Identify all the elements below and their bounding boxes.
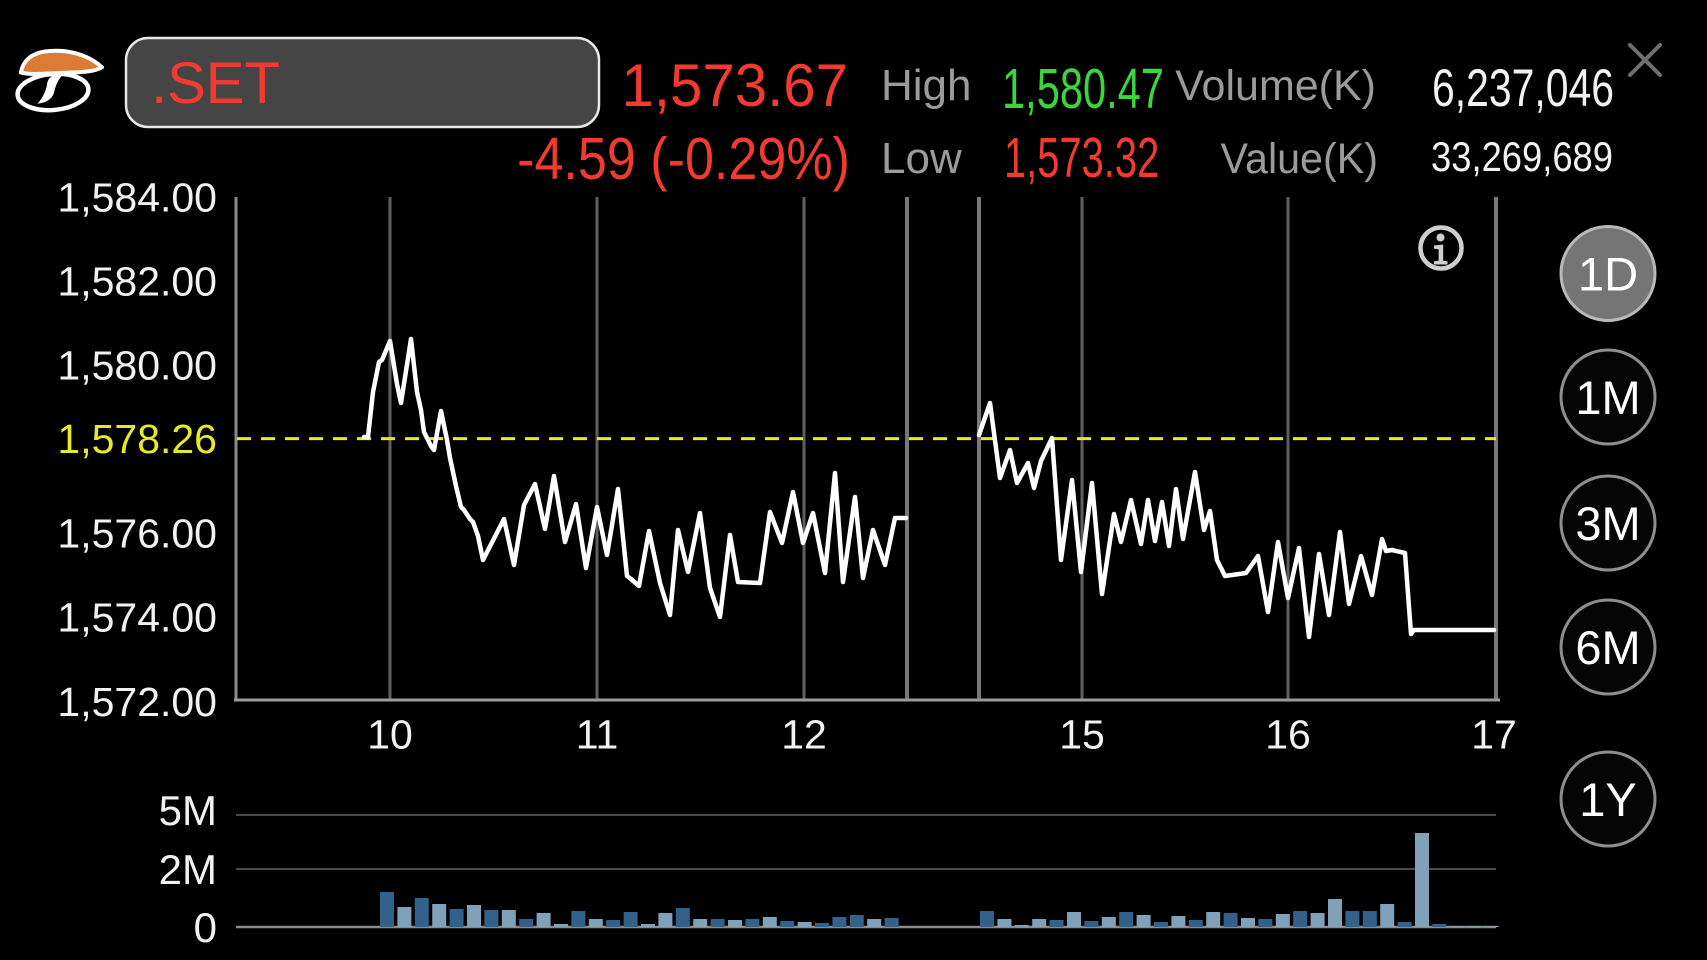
svg-text:1,580.47: 1,580.47 bbox=[1002, 57, 1164, 121]
svg-text:High: High bbox=[881, 61, 972, 110]
svg-text:15: 15 bbox=[1059, 712, 1105, 758]
svg-text:1,578.26: 1,578.26 bbox=[57, 416, 217, 462]
svg-text:10: 10 bbox=[367, 712, 413, 758]
svg-text:6M: 6M bbox=[1575, 621, 1640, 674]
svg-text:16: 16 bbox=[1265, 712, 1311, 758]
svg-text:17: 17 bbox=[1471, 712, 1517, 758]
svg-text:Volume(K): Volume(K) bbox=[1175, 62, 1376, 110]
svg-text:1,584.00: 1,584.00 bbox=[57, 175, 217, 221]
svg-text:0: 0 bbox=[194, 904, 217, 951]
svg-text:1Y: 1Y bbox=[1579, 773, 1637, 826]
svg-text:1,572.00: 1,572.00 bbox=[57, 679, 217, 725]
svg-text:-4.59 (-0.29%): -4.59 (-0.29%) bbox=[517, 126, 850, 192]
svg-text:Value(K): Value(K) bbox=[1221, 134, 1378, 182]
svg-text:1,576.00: 1,576.00 bbox=[57, 511, 217, 557]
svg-text:12: 12 bbox=[781, 712, 827, 758]
svg-text:1,580.00: 1,580.00 bbox=[57, 343, 217, 389]
svg-text:33,269,689: 33,269,689 bbox=[1431, 134, 1613, 181]
svg-text:Low: Low bbox=[881, 134, 962, 183]
svg-text:3M: 3M bbox=[1575, 497, 1640, 550]
svg-text:6,237,046: 6,237,046 bbox=[1432, 59, 1614, 118]
svg-text:1M: 1M bbox=[1575, 371, 1640, 424]
svg-text:1,582.00: 1,582.00 bbox=[57, 259, 217, 305]
svg-text:.SET: .SET bbox=[151, 51, 280, 116]
svg-text:1,573.32: 1,573.32 bbox=[1004, 126, 1159, 190]
svg-text:1D: 1D bbox=[1578, 248, 1638, 301]
svg-text:1,573.67: 1,573.67 bbox=[621, 51, 848, 119]
svg-text:11: 11 bbox=[576, 712, 619, 758]
svg-text:2M: 2M bbox=[159, 846, 217, 893]
svg-text:5M: 5M bbox=[159, 787, 217, 834]
svg-text:1,574.00: 1,574.00 bbox=[57, 595, 217, 641]
